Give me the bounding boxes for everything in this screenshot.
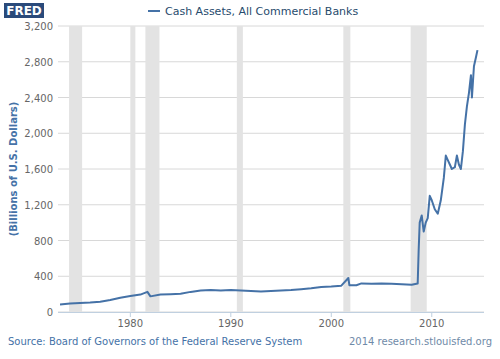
recession-band [69, 26, 82, 312]
x-tick-label: 2000 [319, 318, 344, 329]
source: Source: Board of Governors of the Federa… [8, 336, 302, 347]
y-tick-label: 400 [34, 271, 53, 282]
y-tick-label: 1,600 [24, 164, 53, 175]
logo: FRED [4, 3, 44, 18]
y-tick-label: 2,000 [24, 128, 53, 139]
y-tick-label: 1,200 [24, 200, 53, 211]
recession-band [145, 26, 159, 312]
recession-band [343, 26, 350, 312]
plot-area [60, 26, 477, 312]
x-tick-label: 2010 [419, 318, 444, 329]
recession-band [237, 26, 243, 312]
y-tick-label: 800 [34, 236, 53, 247]
legend-swatch [148, 10, 160, 12]
recession-band [130, 26, 135, 312]
logo-box [4, 3, 44, 18]
credit: 2014 research.stlouisfed.org [349, 336, 492, 347]
x-tick-label: 1990 [218, 318, 243, 329]
legend-label: Cash Assets, All Commercial Banks [165, 5, 358, 18]
logo-text: FRED [6, 4, 42, 18]
y-tick-label: 2,400 [24, 93, 53, 104]
y-tick-label: 3,200 [24, 21, 53, 32]
y-tick-label: 2,800 [24, 57, 53, 68]
y-tick-label: 0 [47, 307, 53, 318]
x-axis [58, 312, 484, 313]
legend: Cash Assets, All Commercial Banks [148, 5, 358, 18]
y-axis-label: (Billions of U.S. Dollars) [8, 102, 19, 237]
x-tick-label: 1980 [118, 318, 143, 329]
series-line [60, 50, 477, 304]
